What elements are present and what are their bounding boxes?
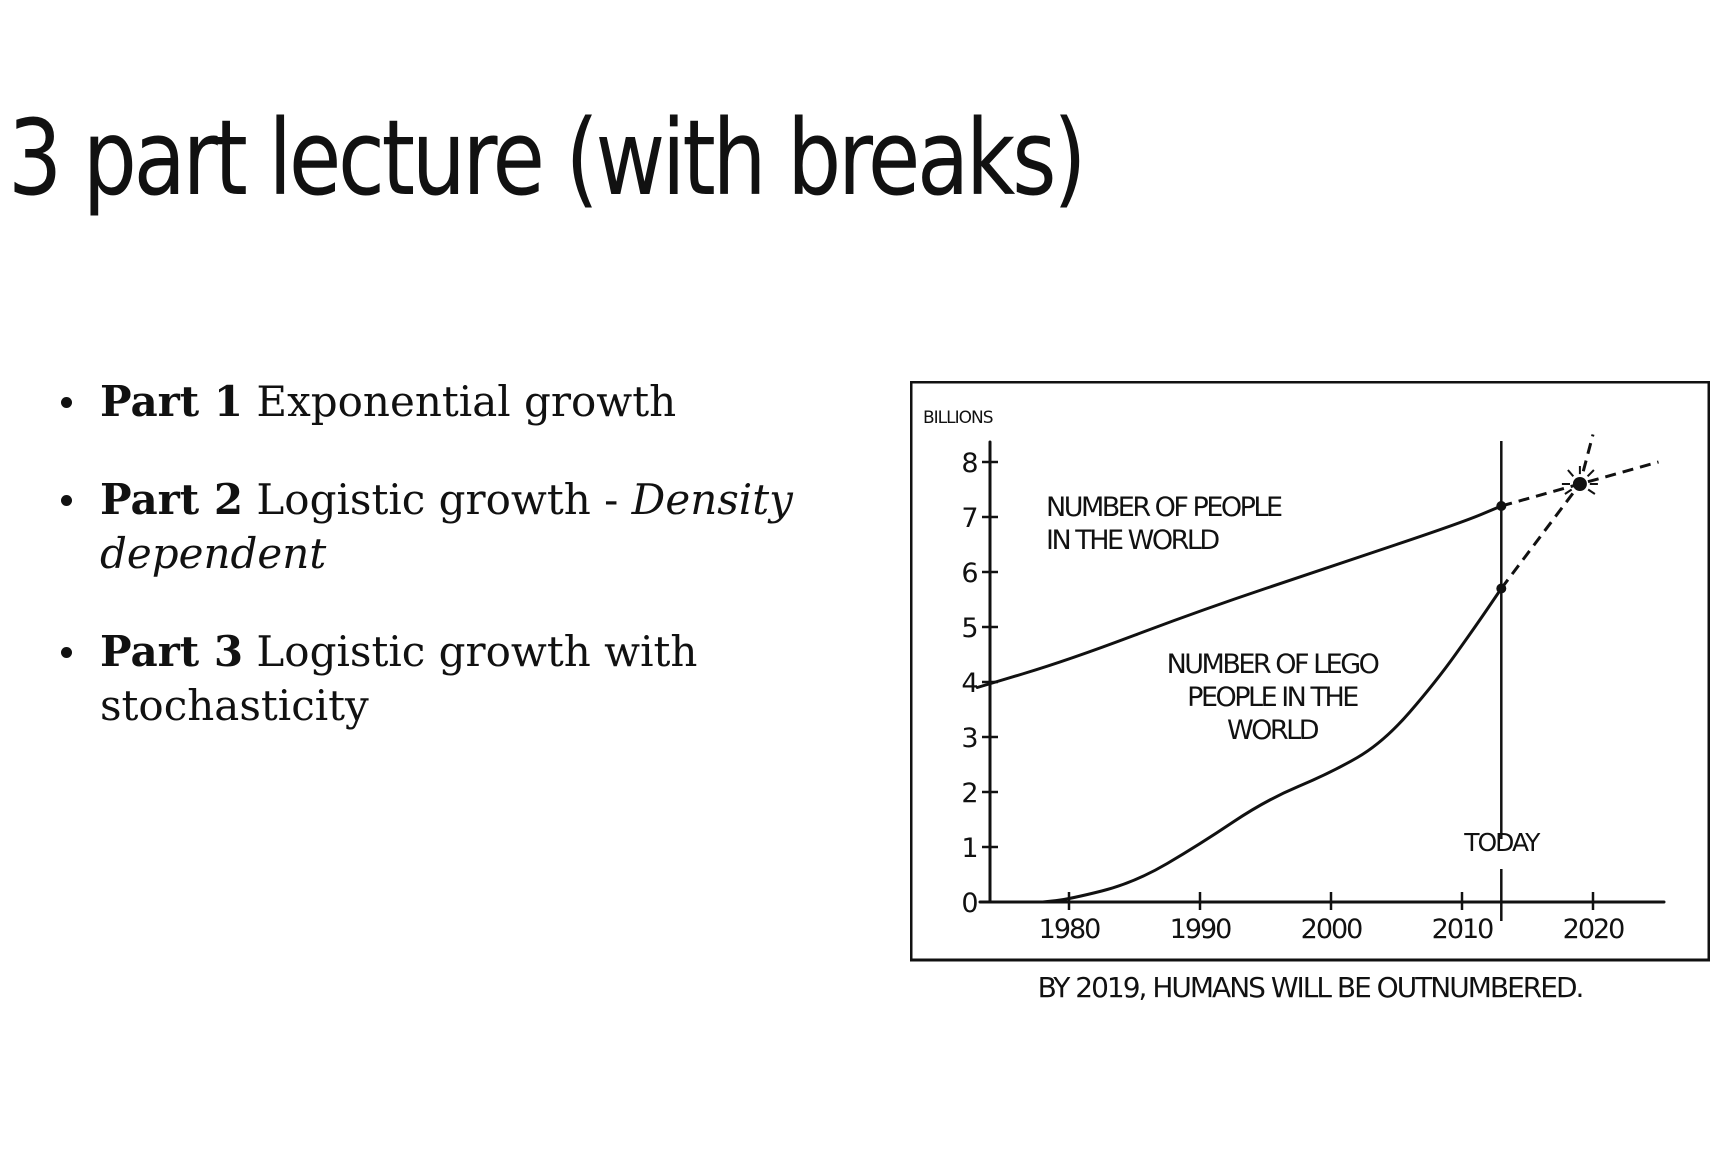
today-point [1496, 583, 1507, 594]
comic-caption: BY 2019, HUMANS WILL BE OUTNUMBERED. [1038, 971, 1583, 1004]
y-tick-label: 3 [961, 723, 978, 754]
y-tick-label: 6 [961, 558, 978, 589]
bullet-part-label: Part 3 [100, 627, 244, 676]
bullet-list: Part 1 Exponential growth Part 2 Logisti… [50, 375, 820, 777]
series-label: PEOPLE IN THE [1187, 682, 1358, 713]
y-tick-label: 1 [961, 833, 978, 864]
y-tick-label: 2 [961, 778, 978, 809]
x-tick-label: 2010 [1432, 914, 1494, 945]
comic-figure: BILLIONS 0 1 2 3 4 5 6 7 8 1980 1990 2000 2010 2020 T… [910, 381, 1710, 1021]
bullet-item-part-3: Part 3 Logistic growth with stochasticit… [50, 625, 820, 733]
series-label: NUMBER OF LEGO [1167, 649, 1379, 680]
x-tick-label: 1990 [1170, 914, 1232, 945]
y-tick-label: 5 [961, 613, 978, 644]
y-axis-label: BILLIONS [923, 408, 993, 428]
bullet-item-part-1: Part 1 Exponential growth [50, 375, 820, 429]
series-line-people [975, 504, 1503, 689]
lego-population-chart: BILLIONS 0 1 2 3 4 5 6 7 8 1980 1990 2000 2010 2020 T… [910, 381, 1710, 1004]
bullet-dot [61, 647, 72, 658]
bullet-part-label: Part 1 [100, 377, 244, 426]
y-tick-label: 0 [961, 888, 978, 919]
intersection-point [1572, 477, 1587, 491]
series-label: NUMBER OF PEOPLE [1046, 492, 1282, 523]
series-label: WORLD [1227, 715, 1319, 746]
intersection-burst-mark [1564, 488, 1573, 495]
slide-title: 3 part lecture (with breaks) [8, 97, 1087, 219]
intersection-burst-mark [1567, 469, 1575, 477]
intersection-burst-mark [1586, 469, 1595, 478]
bullet-item-part-2: Part 2 Logistic growth - Density depende… [50, 473, 820, 581]
today-point [1496, 501, 1507, 511]
bullet-text: Logistic growth with stochasticity [100, 627, 698, 730]
x-tick-label: 2000 [1301, 914, 1363, 945]
y-tick-label: 7 [961, 503, 978, 534]
y-tick-label: 8 [961, 448, 978, 479]
bullet-text: Exponential growth [256, 377, 677, 426]
today-label: TODAY [1463, 828, 1541, 857]
intersection-burst-mark [1587, 488, 1596, 495]
x-tick-label: 2020 [1563, 914, 1625, 945]
bullet-italic-text: Density dependent [100, 475, 793, 578]
y-tick-label: 4 [961, 668, 978, 699]
bullet-dot [61, 495, 72, 506]
series-line-lego [1041, 587, 1503, 904]
bullet-text: Logistic growth - [256, 475, 632, 524]
x-tick-label: 1980 [1039, 914, 1101, 945]
series-label: IN THE WORLD [1046, 525, 1219, 556]
bullet-part-label: Part 2 [100, 475, 244, 524]
bullet-dot [61, 397, 72, 408]
